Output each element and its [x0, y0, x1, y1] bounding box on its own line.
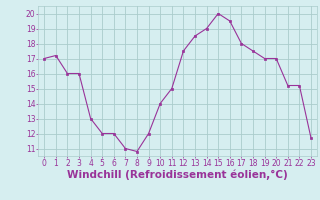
X-axis label: Windchill (Refroidissement éolien,°C): Windchill (Refroidissement éolien,°C) — [67, 169, 288, 180]
